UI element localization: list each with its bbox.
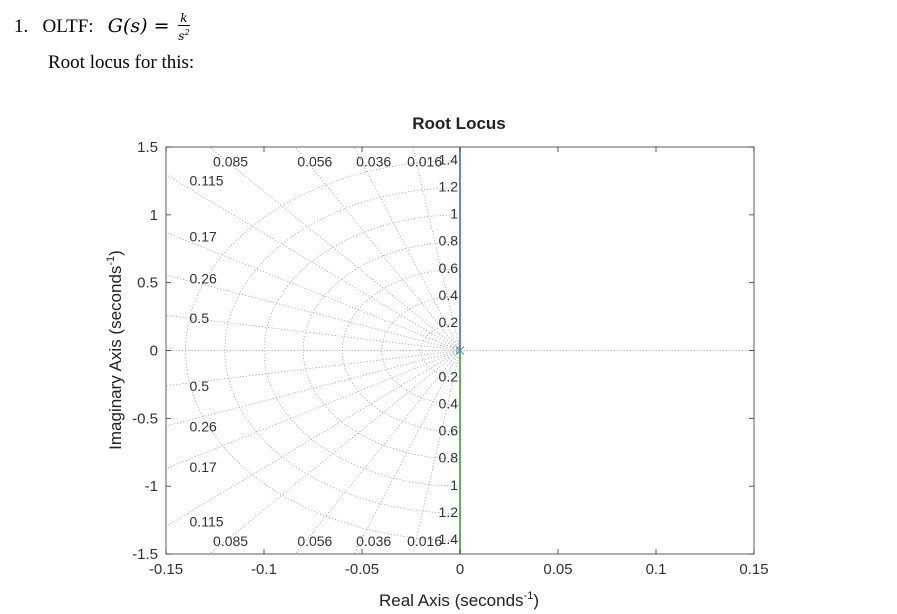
damping-ray: [165, 350, 461, 427]
x-tick-label: 0.1: [646, 561, 667, 578]
transfer-function-lhs: G(s) =: [107, 14, 170, 37]
frequency-contour: [224, 187, 461, 514]
damping-label: 0.085: [213, 153, 248, 169]
denominator-exponent: 2: [184, 28, 190, 37]
damping-label: 0.016: [407, 533, 442, 549]
damping-ray: [165, 350, 461, 387]
x-axis-label-sup: -1: [524, 590, 534, 602]
x-tick-label: 0: [456, 561, 464, 578]
frequency-label: 0.6: [439, 260, 459, 276]
locus-branches: [455, 147, 465, 554]
frequency-contour: [342, 268, 461, 433]
frequency-label: 1.2: [439, 178, 459, 194]
damping-label: 0.056: [297, 533, 332, 549]
x-tick-label: -0.15: [149, 561, 183, 578]
denominator-base: s: [178, 29, 185, 43]
frequency-contour: [420, 323, 461, 378]
chart-title: Root Locus: [412, 114, 506, 133]
x-tick-label: 0.15: [739, 561, 768, 578]
frequency-label: 0.2: [439, 314, 459, 330]
x-axis-label: Real Axis (seconds-1): [379, 590, 539, 610]
damping-ray: [165, 274, 461, 351]
x-axis-label-close: ): [533, 591, 539, 610]
damping-ray: [165, 350, 461, 527]
frequency-contour: [185, 160, 461, 541]
transfer-function-fraction: k s2: [178, 11, 190, 43]
frequency-label: 0.2: [439, 368, 459, 384]
damping-ray: [165, 174, 461, 351]
problem-line: 1. OLTF: G(s) = k s2: [14, 12, 190, 43]
damping-ray: [294, 350, 461, 555]
y-axis-label-close: ): [106, 250, 125, 256]
frequency-label: 0.4: [439, 395, 459, 411]
frequency-contour: [263, 214, 461, 487]
axis-ticks: -0.15 -0.1 -0.05 0 0.05 0.1 0.15 -1.5 -1 -0.5 0 0.5…: [132, 139, 768, 578]
frequency-label: 1.4: [439, 531, 459, 547]
frequency-contour: [381, 295, 461, 406]
pole-marker: [455, 346, 465, 355]
x-tick-label: -0.1: [251, 561, 277, 578]
damping-label: 0.26: [190, 271, 217, 287]
fraction-numerator: k: [178, 11, 190, 26]
x-tick-label: -0.05: [345, 561, 379, 578]
x-tick-label: 0.05: [543, 561, 572, 578]
damping-label: 0.016: [407, 153, 442, 169]
problem-number: 1.: [14, 15, 29, 37]
y-axis-label-sup: -1: [105, 256, 117, 266]
damping-label: 0.17: [190, 229, 217, 245]
damping-label: 0.036: [356, 153, 391, 169]
grid-labels: 0.085 0.115 0.056 0.036 0.016 0.17 0.26 0.5 0.5 0…: [190, 151, 459, 549]
y-tick-label: -1: [145, 478, 158, 495]
damping-label: 0.036: [356, 533, 391, 549]
frequency-contour: [302, 241, 461, 460]
y-tick-label: 0: [150, 343, 158, 360]
frequency-label: 0.6: [439, 423, 459, 439]
frequency-label: 0.8: [439, 450, 459, 466]
frequency-label: 1.2: [439, 504, 459, 520]
fraction-denominator: s2: [178, 26, 189, 43]
caption: Root locus for this:: [48, 52, 195, 73]
frequency-label: 1.4: [439, 151, 459, 167]
damping-ray: [208, 146, 461, 351]
y-tick-label: 0.5: [137, 275, 158, 292]
frequency-label: 0.8: [439, 233, 459, 249]
damping-label: 0.17: [190, 459, 217, 475]
damping-label: 0.26: [190, 419, 217, 435]
damping-label: 0.056: [297, 153, 332, 169]
frequency-label: 1: [450, 206, 458, 222]
damping-label: 0.085: [213, 533, 248, 549]
frequency-label: 0.4: [439, 287, 459, 303]
damping-label: 0.115: [190, 172, 224, 188]
damping-ray: [208, 350, 461, 555]
frequency-label: 1: [450, 477, 458, 493]
y-tick-label: 1: [150, 207, 158, 224]
y-tick-label: -1.5: [132, 546, 158, 563]
damping-label: 0.115: [190, 513, 224, 529]
x-axis-label-text: Real Axis (seconds: [379, 591, 524, 610]
damping-grid: [165, 146, 754, 555]
y-tick-label: 1.5: [137, 139, 158, 156]
damping-ray: [294, 146, 461, 351]
y-axis-label-text: Imaginary Axis (seconds: [106, 266, 125, 450]
damping-label: 0.5: [190, 310, 210, 326]
y-axis-label: Imaginary Axis (seconds-1): [105, 250, 125, 450]
y-tick-label: -0.5: [132, 410, 158, 427]
damping-ray: [165, 314, 461, 351]
damping-label: 0.5: [190, 378, 210, 394]
problem-label: OLTF:: [42, 15, 94, 37]
